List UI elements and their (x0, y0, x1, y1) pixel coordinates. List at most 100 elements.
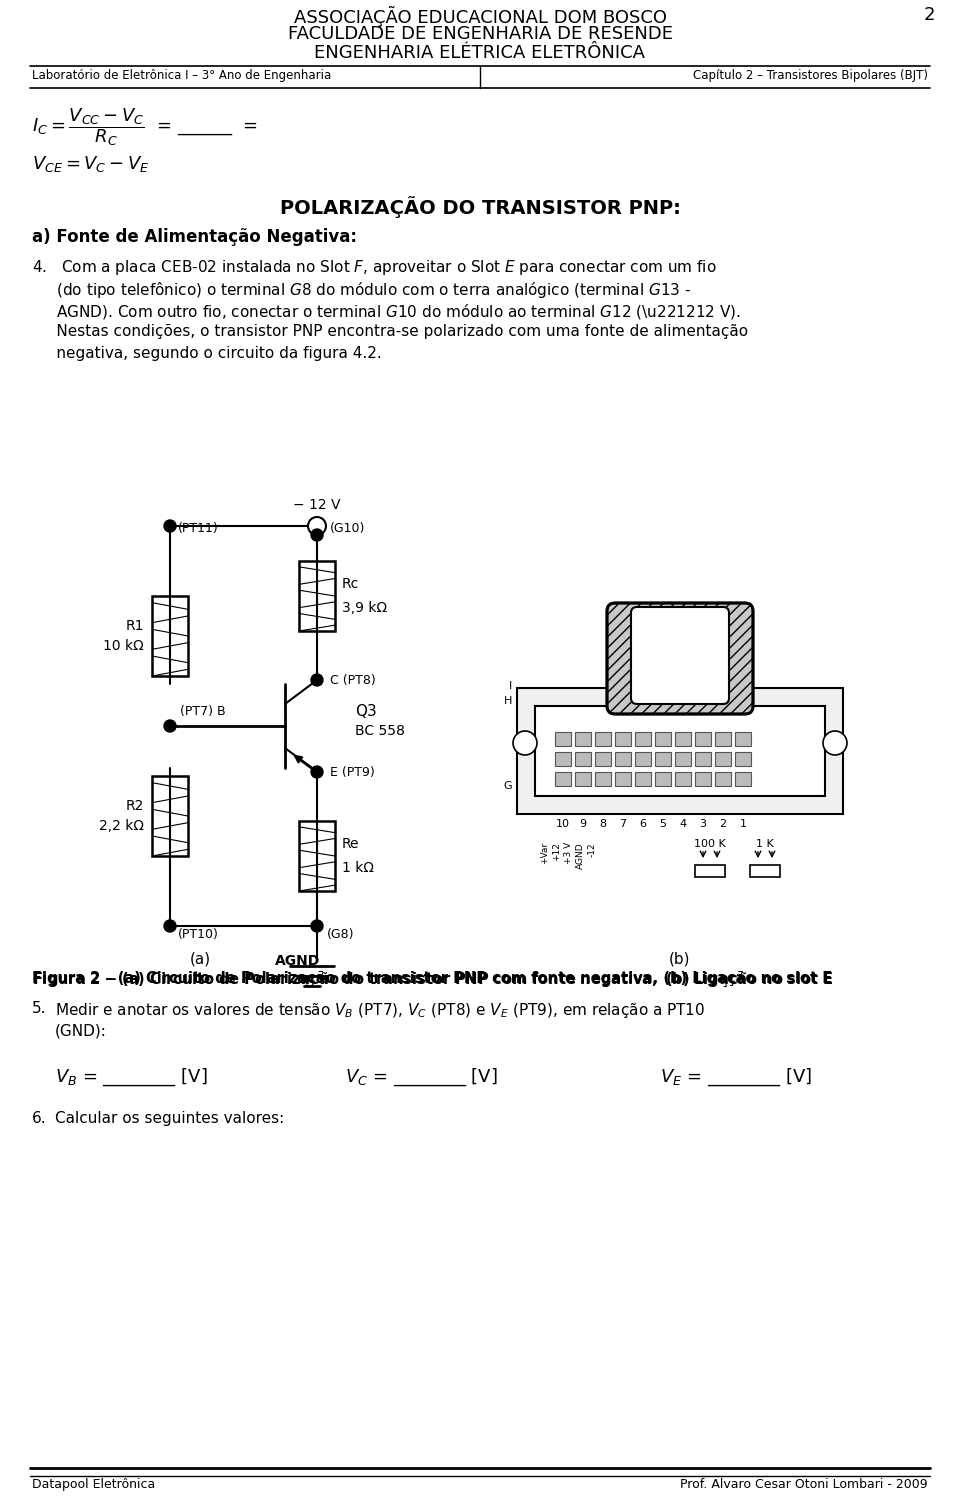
Bar (535, 706, 825, 797)
Text: -12: -12 (588, 842, 597, 857)
Text: (a): (a) (189, 950, 210, 965)
Text: (G8): (G8) (327, 928, 354, 941)
Text: ENGENHARIA ELÉTRICA ELETRÔNICA: ENGENHARIA ELÉTRICA ELETRÔNICA (315, 44, 645, 62)
Text: Calcular os seguintes valores:: Calcular os seguintes valores: (55, 1111, 284, 1126)
Bar (555, 751, 571, 767)
Bar (675, 773, 691, 786)
Bar (152, 776, 188, 855)
Text: 1 K: 1 K (756, 839, 774, 849)
Bar (715, 751, 731, 767)
Bar (735, 773, 751, 786)
Text: R1: R1 (126, 619, 144, 633)
Text: FACULDADE DE ENGENHARIA DE RESENDE: FACULDADE DE ENGENHARIA DE RESENDE (287, 26, 673, 44)
Bar (715, 732, 731, 745)
Bar (517, 688, 843, 815)
Text: Re: Re (342, 837, 359, 851)
Bar (555, 773, 571, 786)
Text: 1: 1 (739, 819, 747, 828)
Text: 3: 3 (700, 819, 707, 828)
Text: 10: 10 (556, 819, 570, 828)
Text: (do tipo telefônico) o terminal $G8$ do módulo com o terra analógico (terminal $: (do tipo telefônico) o terminal $G8$ do … (32, 280, 691, 300)
Text: 5.: 5. (32, 1001, 46, 1017)
Bar (595, 732, 611, 745)
Bar (299, 821, 335, 892)
Bar (675, 751, 691, 767)
Bar (635, 773, 651, 786)
Text: I: I (509, 681, 512, 691)
Text: 3,9 kΩ: 3,9 kΩ (342, 601, 387, 614)
Text: Nestas condições, o transistor PNP encontra-se polarizado com uma fonte de alime: Nestas condições, o transistor PNP encon… (32, 324, 748, 339)
Bar (635, 751, 651, 767)
Text: 2,2 kΩ: 2,2 kΩ (99, 819, 144, 833)
Bar (299, 562, 335, 631)
Text: (PT10): (PT10) (178, 928, 219, 941)
Text: 4: 4 (680, 819, 686, 828)
Text: H: H (504, 696, 512, 706)
Bar (575, 773, 591, 786)
Text: +12: +12 (552, 842, 561, 861)
Bar (595, 751, 611, 767)
Text: Medir e anotar os valores de tensão $V_B$ (PT7), $V_C$ (PT8) e $V_E$ (PT9), em r: Medir e anotar os valores de tensão $V_B… (55, 1001, 706, 1020)
Text: ASSOCIAÇÃO EDUCACIONAL DOM BOSCO: ASSOCIAÇÃO EDUCACIONAL DOM BOSCO (294, 6, 666, 27)
Circle shape (164, 720, 176, 732)
Text: AGND). Com outro fio, conectar o terminal $G10$ do módulo ao terminal $G12$ (\u2: AGND). Com outro fio, conectar o termina… (32, 303, 741, 321)
Circle shape (164, 520, 176, 532)
Text: E (PT9): E (PT9) (330, 765, 374, 779)
Text: (b): (b) (669, 950, 691, 965)
Text: Rc: Rc (342, 577, 359, 590)
Text: Prof. Alvaro Cesar Otoni Lombari - 2009: Prof. Alvaro Cesar Otoni Lombari - 2009 (681, 1477, 928, 1491)
Text: a) Fonte de Alimentação Negativa:: a) Fonte de Alimentação Negativa: (32, 227, 357, 245)
Text: (GND):: (GND): (55, 1024, 107, 1039)
Bar (615, 773, 631, 786)
Circle shape (311, 675, 323, 687)
Text: Figura 2 – (a) Circuito de Polarização do transistor PNP com fonte negativa, (b): Figura 2 – (a) Circuito de Polarização d… (32, 971, 832, 986)
Text: $V_C$ = ________ [V]: $V_C$ = ________ [V] (345, 1066, 497, 1087)
Circle shape (311, 920, 323, 932)
Text: 6: 6 (639, 819, 646, 828)
Text: C (PT8): C (PT8) (330, 673, 375, 687)
Text: 8: 8 (599, 819, 607, 828)
Circle shape (513, 730, 537, 755)
Bar (575, 751, 591, 767)
Text: AGND: AGND (576, 842, 585, 869)
Text: $\mathbf{Figura\ 2}$ $\mathbf{-}$ $\mathbf{(a)\ Circuito\ de\ Polariza\c{c}\~{a}: $\mathbf{Figura\ 2}$ $\mathbf{-}$ $\math… (32, 971, 833, 991)
FancyBboxPatch shape (607, 602, 753, 714)
Bar (695, 773, 711, 786)
Text: POLARIZAÇÃO DO TRANSISTOR PNP:: POLARIZAÇÃO DO TRANSISTOR PNP: (279, 196, 681, 218)
Text: − 12 V: − 12 V (293, 498, 341, 512)
Bar (695, 864, 725, 876)
Circle shape (311, 529, 323, 541)
Text: 6.: 6. (32, 1111, 47, 1126)
Text: 100 K: 100 K (694, 839, 726, 849)
Circle shape (311, 767, 323, 779)
Bar (595, 773, 611, 786)
Bar (715, 773, 731, 786)
Bar (750, 864, 780, 876)
Text: $V_B$ = ________ [V]: $V_B$ = ________ [V] (55, 1066, 207, 1087)
Text: 9: 9 (580, 819, 587, 828)
Text: 2: 2 (719, 819, 727, 828)
Text: Q3: Q3 (355, 703, 376, 718)
Text: $V_E$ = ________ [V]: $V_E$ = ________ [V] (660, 1066, 812, 1087)
Bar (575, 732, 591, 745)
Bar (152, 596, 188, 676)
Text: $V_{CE} = V_C - V_E$: $V_{CE} = V_C - V_E$ (32, 154, 150, 175)
FancyBboxPatch shape (631, 607, 729, 703)
Text: (G10): (G10) (330, 521, 366, 535)
Text: 10 kΩ: 10 kΩ (104, 639, 144, 654)
Text: Laboratório de Eletrônica I – 3° Ano de Engenharia: Laboratório de Eletrônica I – 3° Ano de … (32, 69, 331, 81)
Text: 2: 2 (924, 6, 935, 24)
Bar (675, 732, 691, 745)
Circle shape (823, 730, 847, 755)
Circle shape (164, 920, 176, 932)
Bar (615, 732, 631, 745)
Text: Datapool Eletrônica: Datapool Eletrônica (32, 1477, 156, 1491)
Bar (555, 732, 571, 745)
Bar (615, 751, 631, 767)
Bar (655, 751, 671, 767)
Text: $I_C = \dfrac{V_{CC} - V_C}{R_C}$  = ______  =: $I_C = \dfrac{V_{CC} - V_C}{R_C}$ = ____… (32, 105, 258, 148)
Text: +Var: +Var (540, 842, 549, 864)
Bar (695, 751, 711, 767)
Circle shape (308, 517, 326, 535)
Bar (735, 732, 751, 745)
